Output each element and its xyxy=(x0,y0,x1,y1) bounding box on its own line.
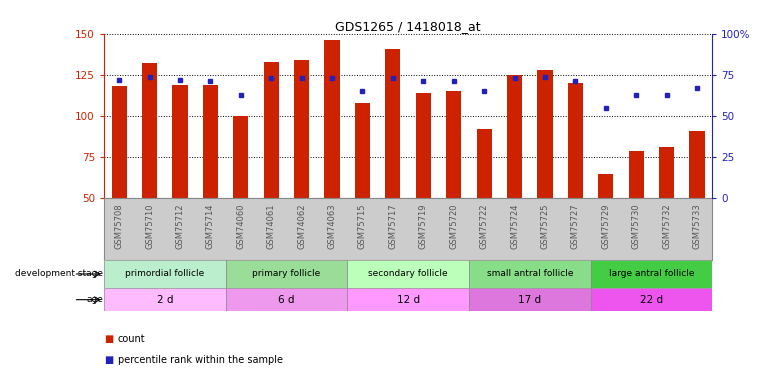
Text: GSM75715: GSM75715 xyxy=(358,203,367,249)
Bar xyxy=(591,260,712,288)
Bar xyxy=(355,103,370,198)
Bar xyxy=(347,260,469,288)
Bar xyxy=(689,131,705,198)
Text: large antral follicle: large antral follicle xyxy=(608,270,695,279)
Bar xyxy=(347,288,469,311)
Text: GSM75717: GSM75717 xyxy=(388,203,397,249)
Bar xyxy=(324,40,340,198)
Bar xyxy=(226,288,347,311)
Title: GDS1265 / 1418018_at: GDS1265 / 1418018_at xyxy=(335,20,481,33)
Text: ■: ■ xyxy=(104,334,113,344)
Text: GSM75732: GSM75732 xyxy=(662,203,671,249)
Text: GSM75727: GSM75727 xyxy=(571,203,580,249)
Bar xyxy=(104,288,226,311)
Text: ■: ■ xyxy=(104,355,113,365)
Bar xyxy=(598,174,614,198)
Text: 12 d: 12 d xyxy=(397,295,420,304)
Bar xyxy=(537,70,553,198)
Text: GSM75724: GSM75724 xyxy=(510,203,519,249)
Bar xyxy=(294,60,310,198)
Text: GSM74060: GSM74060 xyxy=(236,203,246,249)
Text: GSM75729: GSM75729 xyxy=(601,203,611,249)
Text: 6 d: 6 d xyxy=(278,295,295,304)
Bar xyxy=(446,91,461,198)
Bar xyxy=(263,62,279,198)
Bar xyxy=(591,288,712,311)
Text: GSM75722: GSM75722 xyxy=(480,203,489,249)
Bar xyxy=(104,260,226,288)
Text: age: age xyxy=(86,295,103,304)
Bar xyxy=(628,150,644,198)
Text: primary follicle: primary follicle xyxy=(253,270,320,279)
Bar xyxy=(469,260,591,288)
Text: GSM74063: GSM74063 xyxy=(327,203,336,249)
Text: percentile rank within the sample: percentile rank within the sample xyxy=(118,355,283,365)
Bar xyxy=(142,63,157,198)
Bar xyxy=(203,85,218,198)
Text: GSM75714: GSM75714 xyxy=(206,203,215,249)
Text: GSM75708: GSM75708 xyxy=(115,203,124,249)
Text: GSM75730: GSM75730 xyxy=(631,203,641,249)
Bar xyxy=(385,48,400,198)
Text: GSM75733: GSM75733 xyxy=(692,203,701,249)
Text: GSM74062: GSM74062 xyxy=(297,203,306,249)
Text: GSM74061: GSM74061 xyxy=(266,203,276,249)
Bar xyxy=(507,75,522,198)
Text: development stage: development stage xyxy=(15,270,103,279)
Text: small antral follicle: small antral follicle xyxy=(487,270,573,279)
Bar xyxy=(477,129,492,198)
Bar xyxy=(659,147,675,198)
Text: GSM75719: GSM75719 xyxy=(419,203,428,249)
Text: GSM75720: GSM75720 xyxy=(449,203,458,249)
Bar xyxy=(567,83,583,198)
Text: 17 d: 17 d xyxy=(518,295,541,304)
Text: secondary follicle: secondary follicle xyxy=(368,270,448,279)
Bar xyxy=(233,116,249,198)
Text: primordial follicle: primordial follicle xyxy=(126,270,204,279)
Text: GSM75710: GSM75710 xyxy=(145,203,154,249)
Bar xyxy=(112,86,127,198)
Text: 22 d: 22 d xyxy=(640,295,663,304)
Text: 2 d: 2 d xyxy=(156,295,173,304)
Bar xyxy=(172,85,188,198)
Text: GSM75712: GSM75712 xyxy=(176,203,185,249)
Text: count: count xyxy=(118,334,146,344)
Text: GSM75725: GSM75725 xyxy=(541,203,550,249)
Bar xyxy=(226,260,347,288)
Bar xyxy=(469,288,591,311)
Bar xyxy=(416,93,431,198)
